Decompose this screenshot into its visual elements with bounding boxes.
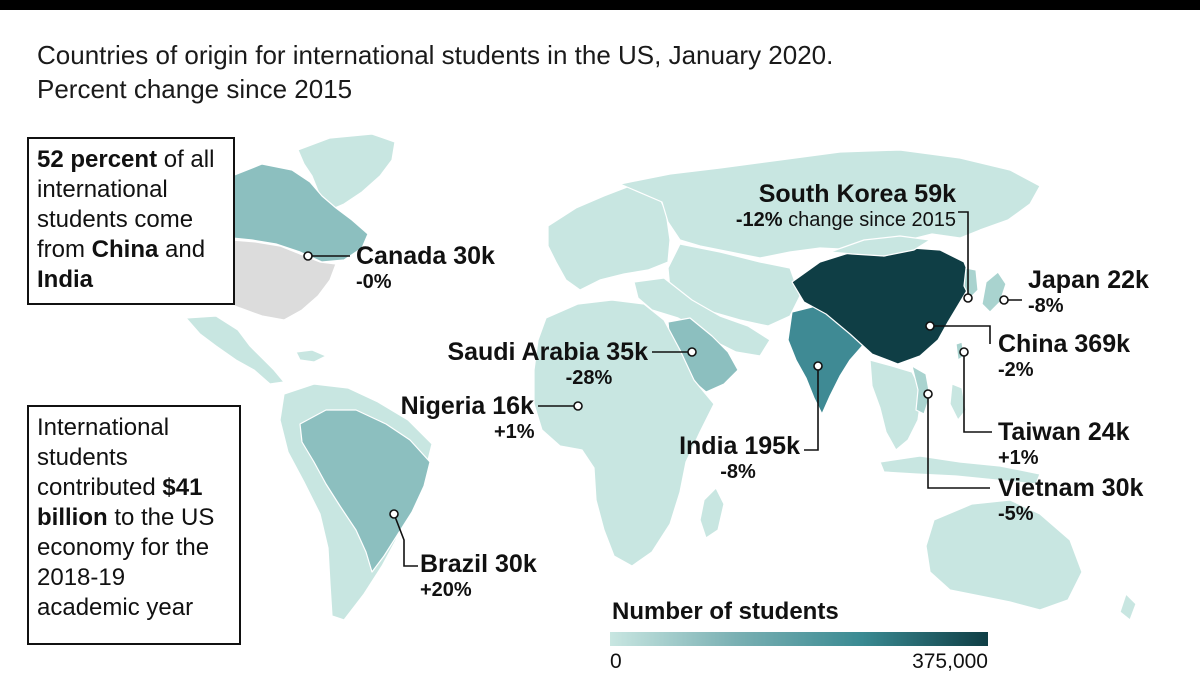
label-brazil-pct: +20% (420, 579, 472, 601)
legend-color-scale (610, 632, 988, 646)
region-west-asia (633, 277, 771, 357)
label-china: China 369k -2% (998, 330, 1130, 382)
label-south-korea-suffix: change since 2015 (782, 209, 956, 231)
label-south-korea: South Korea 59k -12% change since 2015 (716, 180, 956, 232)
region-russia (619, 149, 1041, 259)
label-canada-pct: -0% (356, 271, 392, 293)
marker-saudi-arabia (687, 347, 697, 357)
note-share-bold-percent: 52 percent (37, 146, 158, 173)
top-bar (0, 0, 1200, 10)
note-share-text-2: and (158, 236, 206, 263)
region-madagascar (699, 487, 725, 539)
leader-korea (958, 211, 969, 298)
marker-japan (999, 295, 1009, 305)
note-share-text-1: of all international students come from (37, 146, 215, 263)
region-greenland (297, 133, 396, 211)
region-southeast-asia (869, 359, 923, 451)
legend-min-label: 0 (610, 650, 622, 673)
label-saudi-arabia: Saudi Arabia 35k -28% (420, 338, 648, 390)
label-nigeria-name: Nigeria 16k (400, 392, 534, 420)
marker-taiwan (959, 347, 969, 357)
region-japan (981, 271, 1007, 313)
label-canada-name: Canada 30k (356, 242, 495, 270)
leader-vietnam (927, 394, 990, 489)
label-vietnam-name: Vietnam 30k (998, 474, 1144, 502)
note-economy: International students contributed $41 b… (27, 405, 241, 645)
marker-vietnam (923, 389, 933, 399)
region-vietnam (911, 365, 931, 415)
note-economy-text-2: to the US economy for the 2018-19 academ… (37, 504, 215, 621)
label-brazil: Brazil 30k +20% (420, 550, 537, 602)
legend-max-label: 375,000 (912, 650, 988, 673)
label-japan: Japan 22k -8% (1028, 266, 1149, 318)
title-line-2: Percent change since 2015 (37, 74, 353, 104)
leader-india (804, 366, 819, 451)
note-economy-text-1: International students contributed (37, 414, 170, 501)
label-india: India 195k -8% (612, 432, 800, 484)
label-india-name: India 195k (679, 432, 800, 460)
label-china-name: China 369k (998, 330, 1131, 358)
note-share-bold-india: India (37, 266, 94, 293)
region-indonesia (879, 455, 1041, 485)
note-share-china-india: 52 percent of all international students… (27, 137, 235, 305)
label-south-korea-pct: -12% (735, 209, 783, 231)
label-china-pct: -2% (998, 359, 1034, 381)
label-vietnam: Vietnam 30k -5% (998, 474, 1143, 526)
label-south-korea-name: South Korea 59k (758, 180, 956, 208)
marker-south-korea (963, 293, 973, 303)
marker-brazil (389, 509, 399, 519)
label-south-korea-change: -12% change since 2015 (716, 208, 956, 232)
region-philippines (949, 383, 967, 421)
leader-taiwan (963, 352, 992, 433)
region-new-zealand (1119, 593, 1137, 621)
map-title: Countries of origin for international st… (37, 38, 833, 106)
region-caribbean (295, 349, 327, 363)
region-korea (963, 267, 979, 299)
label-india-pct: -8% (720, 461, 756, 483)
label-nigeria: Nigeria 16k +1% (370, 392, 535, 444)
label-brazil-name: Brazil 30k (420, 550, 537, 578)
note-economy-bold-amount: $41 billion (37, 474, 203, 531)
leader-china (930, 325, 991, 344)
note-share-bold-china: China (91, 236, 159, 263)
label-saudi-arabia-name: Saudi Arabia 35k (447, 338, 648, 366)
marker-canada (303, 251, 313, 261)
label-japan-pct: -8% (1028, 295, 1064, 317)
legend-title: Number of students (612, 598, 839, 625)
region-australia (925, 499, 1083, 611)
label-canada: Canada 30k -0% (356, 242, 495, 294)
label-vietnam-pct: -5% (998, 503, 1034, 525)
marker-nigeria (573, 401, 583, 411)
label-taiwan-pct: +1% (998, 447, 1039, 469)
marker-china (925, 321, 935, 331)
label-nigeria-pct: +1% (494, 421, 535, 443)
region-mongolia (829, 235, 931, 257)
region-brazil (299, 409, 431, 573)
label-taiwan-name: Taiwan 24k (998, 418, 1130, 446)
label-japan-name: Japan 22k (1028, 266, 1149, 294)
marker-india (813, 361, 823, 371)
region-europe (547, 185, 671, 291)
region-canada (225, 163, 369, 263)
title-line-1: Countries of origin for international st… (37, 40, 834, 70)
label-saudi-arabia-pct: -28% (565, 367, 613, 389)
region-mexico (185, 315, 285, 385)
region-africa (533, 299, 715, 567)
leader-brazil (393, 513, 418, 567)
label-taiwan: Taiwan 24k +1% (998, 418, 1130, 470)
